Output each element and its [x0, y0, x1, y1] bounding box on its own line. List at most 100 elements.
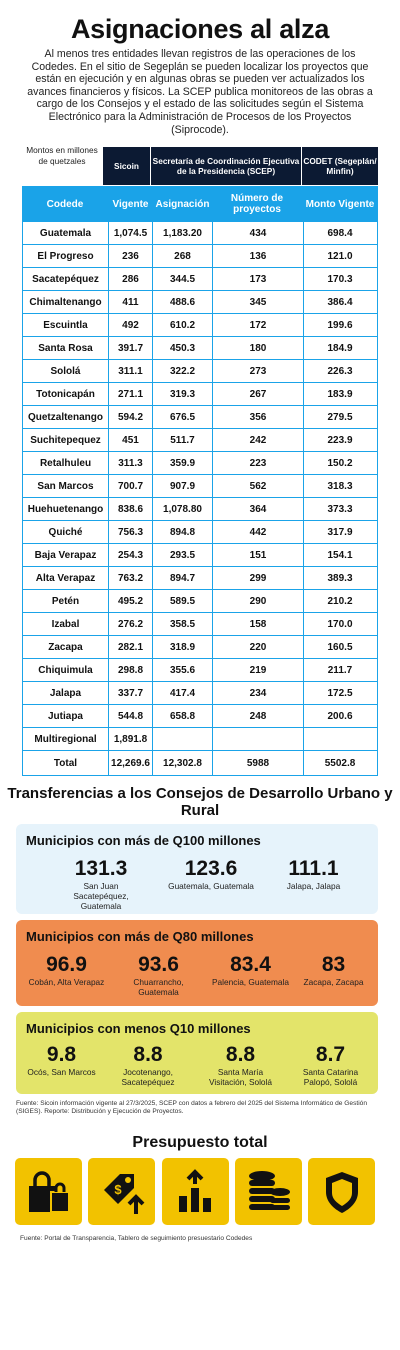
- monto-vigente-value: 223.9: [327, 434, 353, 446]
- vigente-value: 276.2: [109, 613, 153, 635]
- proyectos-value: 364: [213, 498, 304, 520]
- codede-name: Sacatepéquez: [23, 268, 109, 290]
- amount: 9.8: [46, 1043, 77, 1066]
- vigente-value: 282.1: [109, 636, 153, 658]
- monto-vigente-value: 184.9: [327, 342, 353, 354]
- vigente-value: 337.7: [109, 682, 153, 704]
- monto-vigente-value: 210.2: [327, 595, 353, 607]
- table-column-headers: Codede Vigente Asignación Número de proy…: [22, 186, 378, 222]
- table-row: Retalhuleu 311.3 359.9 223 150.2: [23, 452, 377, 475]
- asignacion-value: 344.5: [153, 268, 213, 290]
- amount: 111.1: [288, 857, 339, 880]
- monto-vigente-value: 183.9: [327, 388, 353, 400]
- vigente-value: 411: [109, 291, 153, 313]
- vigente-value: 451: [109, 429, 153, 451]
- proyectos-value: 434: [213, 222, 304, 244]
- table-total-row: Total 12,269.6 12,302.8 5988 5502.8: [23, 751, 377, 776]
- municipality-label: Santa María Visitación, Sololá: [208, 1067, 273, 1087]
- proyectos-value: 136: [213, 245, 304, 267]
- municipality-label: Zacapa, Zacapa: [303, 977, 364, 987]
- asignacion-value: 907.9: [153, 475, 213, 497]
- monto-vigente-value: 698.4: [327, 227, 353, 239]
- proyectos-value: 234: [213, 682, 304, 704]
- vigente-value: 492: [109, 314, 153, 336]
- table-row: Totonicapán 271.1 319.3 267 183.9: [23, 383, 377, 406]
- table-row: Zacapa 282.1 318.9 220 160.5: [23, 636, 377, 659]
- group-title: Municipios con más de Q80 millones: [26, 929, 254, 944]
- asignacion-value: 355.6: [153, 659, 213, 681]
- vigente-value: 594.2: [109, 406, 153, 428]
- monto-vigente-value: 317.9: [327, 526, 353, 538]
- codede-name: Quetzaltenango: [23, 406, 109, 428]
- vigente-value: 254.3: [109, 544, 153, 566]
- proyectos-value: 173: [213, 268, 304, 290]
- codede-name: Izabal: [23, 613, 109, 635]
- amount: 131.3: [74, 857, 128, 880]
- asignacion-value: 676.5: [153, 406, 213, 428]
- codede-name: Jalapa: [23, 682, 109, 704]
- municipality-label: Palencia, Guatemala: [211, 977, 290, 987]
- monto-vigente-value: 121.0: [327, 250, 353, 262]
- proyectos-value: 299: [213, 567, 304, 589]
- municipality-item: 111.1 Jalapa, Jalapa: [281, 857, 346, 891]
- asignacion-value: 359.9: [153, 452, 213, 474]
- vigente-value: 391.7: [109, 337, 153, 359]
- table-row: Santa Rosa 391.7 450.3 180 184.9: [23, 337, 377, 360]
- budget-icons: $: [15, 1158, 375, 1225]
- asignacion-value: 658.8: [153, 705, 213, 727]
- asignacion-value: 268: [153, 245, 213, 267]
- table-row: Izabal 276.2 358.5 158 170.0: [23, 613, 377, 636]
- vigente-value: 12,269.6: [109, 751, 153, 775]
- asignacion-value: 417.4: [153, 682, 213, 704]
- municipality-label: Guatemala, Guatemala: [168, 881, 254, 891]
- bar-chart-up-icon: [161, 1158, 229, 1225]
- table-row: Sacatepéquez 286 344.5 173 170.3: [23, 268, 377, 291]
- proyectos-value: 242: [213, 429, 304, 451]
- codede-name: Zacapa: [23, 636, 109, 658]
- vigente-value: 1,074.5: [109, 222, 153, 244]
- amount: 8.8: [225, 1043, 256, 1066]
- monto-vigente-value: 373.3: [327, 503, 353, 515]
- table-row: Chimaltenango 411 488.6 345 386.4: [23, 291, 377, 314]
- monto-vigente-value: 389.3: [327, 572, 353, 584]
- table-row: Jalapa 337.7 417.4 234 172.5: [23, 682, 377, 705]
- codede-name: Chimaltenango: [23, 291, 109, 313]
- column-proyectos: Número de proyectos: [230, 193, 284, 215]
- table-row: Suchitepequez 451 511.7 242 223.9: [23, 429, 377, 452]
- vigente-value: 311.1: [109, 360, 153, 382]
- codede-name: El Progreso: [23, 245, 109, 267]
- table-row: Quetzaltenango 594.2 676.5 356 279.5: [23, 406, 377, 429]
- shopping-bags-icon: [15, 1158, 82, 1225]
- proyectos-value: 356: [213, 406, 304, 428]
- price-tag-up-icon: $: [88, 1158, 156, 1225]
- municipality-label: Santa Catarina Palopó, Sololá: [302, 1067, 359, 1087]
- data-table: Guatemala 1,074.5 1,183.20 434 698.4 El Progr…: [22, 222, 378, 776]
- municipality-label: Jocotenango, Sacatepéquez: [121, 1067, 175, 1087]
- asignacion-value: 318.9: [153, 636, 213, 658]
- amount: 83.4: [230, 953, 271, 976]
- proyectos-value: 248: [213, 705, 304, 727]
- codede-name: Quiché: [23, 521, 109, 543]
- monto-vigente-value: 211.7: [327, 664, 353, 676]
- codede-name: Multiregional: [23, 728, 109, 750]
- amount: 123.6: [184, 857, 238, 880]
- column-vigente: Vigente: [112, 198, 149, 210]
- column-asignacion: Asignación: [155, 198, 210, 210]
- transfers-title: Transferencias a los Consejos de Desarro…: [7, 785, 393, 819]
- group-over-80m: Municipios con más de Q80 millones 96.9 …: [16, 920, 378, 1006]
- municipality-item: 83 Zacapa, Zacapa: [296, 953, 371, 987]
- asignacion-value: 589.5: [153, 590, 213, 612]
- municipality-item: 96.9 Cobán, Alta Verapaz: [24, 953, 109, 987]
- table-row: Sololá 311.1 322.2 273 226.3: [23, 360, 377, 383]
- table-row: Baja Verapaz 254.3 293.5 151 154.1: [23, 544, 377, 567]
- codede-name: Total: [23, 751, 109, 775]
- municipality-label: Ocós, San Marcos: [27, 1067, 96, 1077]
- asignacion-value: 610.2: [153, 314, 213, 336]
- intro-paragraph: Al menos tres entidades llevan registros…: [27, 48, 373, 136]
- proyectos-value: 345: [213, 291, 304, 313]
- column-monto-vigente: Monto Vigente: [305, 198, 375, 210]
- table-row: Chiquimula 298.8 355.6 219 211.7: [23, 659, 377, 682]
- asignacion-value: 12,302.8: [153, 751, 213, 775]
- asignacion-value: 450.3: [153, 337, 213, 359]
- table-row: San Marcos 700.7 907.9 562 318.3: [23, 475, 377, 498]
